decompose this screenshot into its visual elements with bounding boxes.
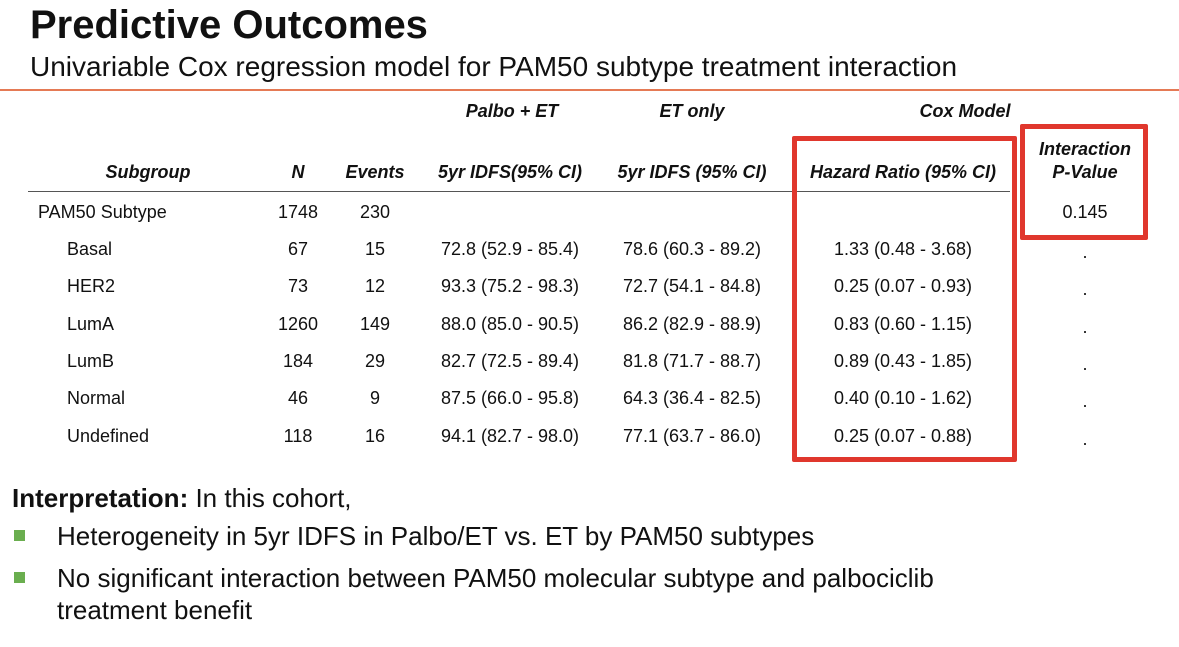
cell-subgroup: Normal: [67, 388, 126, 408]
title-divider: [0, 89, 1179, 91]
cell-p: .: [1082, 242, 1088, 262]
cell-p: .: [1082, 391, 1088, 411]
col-header-n: N: [291, 162, 305, 182]
cell-idfs-et: 86.2 (82.9 - 88.9): [622, 314, 762, 334]
cell-n: 46: [287, 388, 309, 408]
bullet-square-icon: [14, 572, 25, 583]
cell-subgroup: Basal: [67, 239, 113, 259]
cell-subgroup: LumB: [67, 351, 115, 371]
pvalue-highlight-box: [1020, 124, 1148, 240]
cell-n: 67: [287, 239, 309, 259]
col-header-idfs-palbo: 5yr IDFS(95% CI): [437, 162, 583, 182]
col-header-idfs-et: 5yr IDFS (95% CI): [617, 162, 767, 182]
cell-idfs-palbo: 93.3 (75.2 - 98.3): [440, 276, 580, 296]
cell-n: 1260: [277, 314, 319, 334]
group-header-et: ET only: [659, 101, 725, 121]
interpretation-label: Interpretation:: [12, 483, 189, 513]
bullet-square-icon: [14, 530, 25, 541]
cell-p: 0.145: [1062, 202, 1108, 222]
cell-idfs-et: 72.7 (54.1 - 84.8): [622, 276, 762, 296]
col-header-pvalue-line1: Interaction: [1038, 139, 1132, 159]
slide-subtitle: Univariable Cox regression model for PAM…: [30, 51, 958, 82]
cell-idfs-et: 78.6 (60.3 - 89.2): [622, 239, 762, 259]
table-header-rule: [28, 191, 1010, 192]
cell-hr: 1.33 (0.48 - 3.68): [833, 239, 973, 259]
group-header-cox: Cox Model: [919, 101, 1011, 121]
interpretation-text: In this cohort,: [188, 483, 352, 513]
cell-events: 230: [359, 202, 391, 222]
cell-hr: 0.25 (0.07 - 0.93): [833, 276, 973, 296]
cell-events: 12: [364, 276, 386, 296]
cell-hr: 0.83 (0.60 - 1.15): [833, 314, 973, 334]
slide-title: Predictive Outcomes: [30, 3, 428, 47]
cell-n: 184: [282, 351, 314, 371]
bullet-text-continuation: treatment benefit: [57, 595, 253, 625]
cell-events: 15: [364, 239, 386, 259]
col-header-hazard-ratio: Hazard Ratio (95% CI): [809, 162, 997, 182]
cell-p: .: [1082, 317, 1088, 337]
cell-subgroup: HER2: [67, 276, 116, 296]
cell-events: 9: [369, 388, 381, 408]
cell-subgroup: PAM50 Subtype: [38, 202, 167, 222]
cell-events: 29: [364, 351, 386, 371]
cell-subgroup: Undefined: [67, 426, 150, 446]
cell-hr: 0.89 (0.43 - 1.85): [833, 351, 973, 371]
group-header-palbo: Palbo + ET: [465, 101, 559, 121]
col-header-subgroup: Subgroup: [105, 162, 191, 182]
bullet-text: Heterogeneity in 5yr IDFS in Palbo/ET vs…: [57, 521, 815, 551]
cell-subgroup: LumA: [67, 314, 115, 334]
cell-idfs-et: 77.1 (63.7 - 86.0): [622, 426, 762, 446]
cell-n: 73: [287, 276, 309, 296]
interpretation-line: Interpretation: In this cohort,: [12, 482, 352, 514]
cell-p: .: [1082, 279, 1088, 299]
cell-idfs-et: 64.3 (36.4 - 82.5): [622, 388, 762, 408]
col-header-pvalue-line2: P-Value: [1052, 162, 1118, 182]
cell-idfs-et: 81.8 (71.7 - 88.7): [622, 351, 762, 371]
cell-hr: 0.25 (0.07 - 0.88): [833, 426, 973, 446]
col-header-events: Events: [345, 162, 405, 182]
hazard-ratio-highlight-box: [792, 136, 1017, 462]
cell-hr: 0.40 (0.10 - 1.62): [833, 388, 973, 408]
cell-idfs-palbo: 82.7 (72.5 - 89.4): [440, 351, 580, 371]
cell-idfs-palbo: 87.5 (66.0 - 95.8): [440, 388, 580, 408]
cell-p: .: [1082, 429, 1088, 449]
cell-idfs-palbo: 88.0 (85.0 - 90.5): [440, 314, 580, 334]
bullet-text: No significant interaction between PAM50…: [57, 563, 934, 593]
cell-p: .: [1082, 354, 1088, 374]
cell-n: 118: [283, 426, 313, 446]
cell-idfs-palbo: 94.1 (82.7 - 98.0): [440, 426, 580, 446]
cell-n: 1748: [277, 202, 319, 222]
cell-idfs-palbo: 72.8 (52.9 - 85.4): [440, 239, 580, 259]
cell-events: 16: [364, 426, 386, 446]
cell-events: 149: [359, 314, 391, 334]
